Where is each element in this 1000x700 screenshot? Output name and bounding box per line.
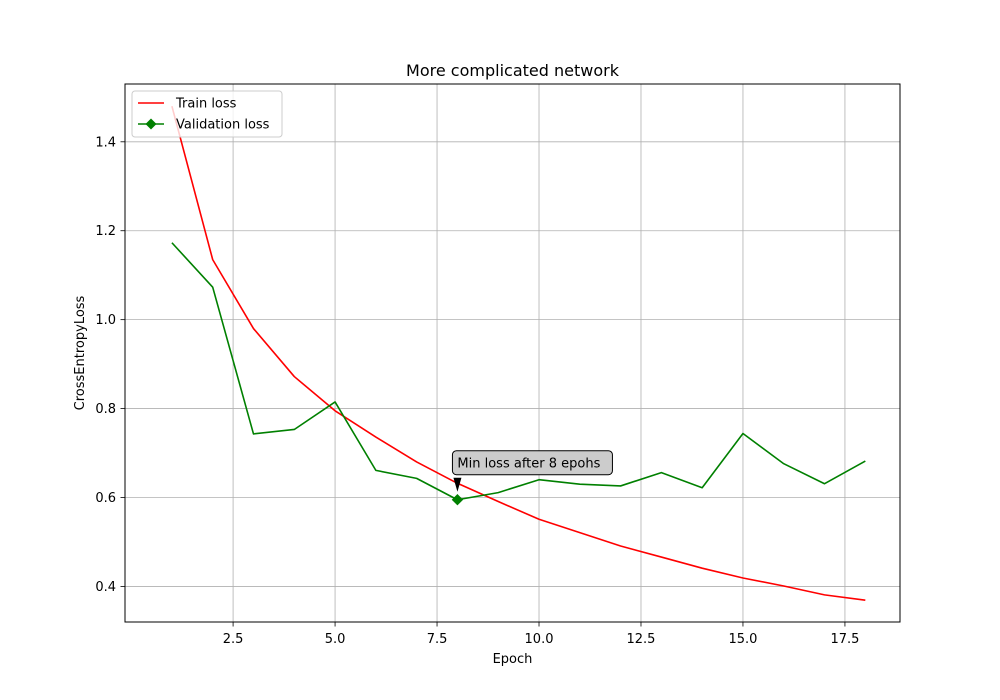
series-layer [171,106,866,602]
legend-box [131,90,283,138]
series-line-train-loss [171,106,866,602]
y-axis-label: CrossEntropyLoss [73,295,88,410]
plot-frame [124,83,901,623]
x-axis-ticks: 2.5 5.0 7.5 10.0 12.5 15.0 17.5 [223,622,859,647]
legend: Train loss Validation loss [131,90,283,138]
x-tick-label: 2.5 [223,632,244,647]
x-tick-label: 12.5 [627,632,656,647]
x-tick-label: 5.0 [325,632,346,647]
y-tick-label: 0.4 [95,580,116,595]
x-tick-label: 17.5 [830,632,859,647]
y-tick-label: 0.8 [95,402,116,417]
legend-label: Validation loss [176,118,270,133]
x-tick-label: 10.0 [525,632,554,647]
y-tick-label: 0.6 [95,491,116,506]
legend-marker [145,118,157,130]
grid [125,84,900,622]
legend-label: Train loss [175,97,237,112]
min-loss-annotation: Min loss after 8 epohs [451,450,613,506]
annotation-box [451,450,613,476]
y-tick-label: 1.0 [95,313,116,328]
x-axis-label: Epoch [493,652,533,667]
x-tick-label: 7.5 [427,632,448,647]
series-line-validation-loss [171,242,866,501]
chart-title: More complicated network [406,61,620,80]
x-tick-label: 15.0 [728,632,757,647]
annotation-text: Min loss after 8 epohs [457,457,600,472]
min-loss-marker [451,494,464,506]
annotation-arrow [453,477,462,492]
y-tick-label: 1.2 [95,224,116,239]
y-tick-label: 1.4 [95,135,116,150]
y-axis-ticks: 0.4 0.6 0.8 1.0 1.2 1.4 [95,135,125,595]
